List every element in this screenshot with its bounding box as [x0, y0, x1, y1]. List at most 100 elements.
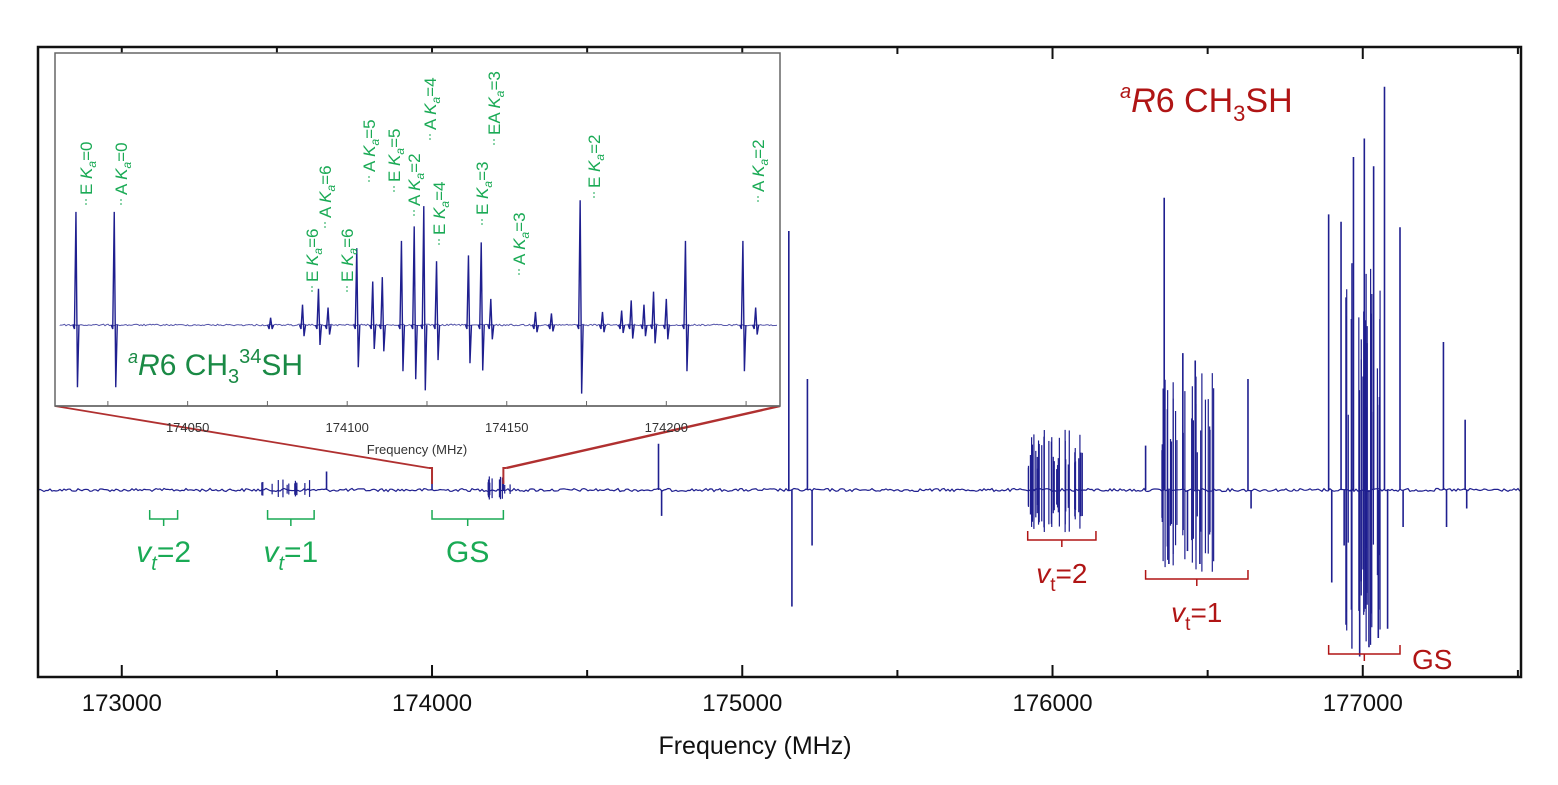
main-axes: 173000 174000 175000 176000 177000: [36, 45, 1523, 717]
zoom-mark-right: [502, 467, 507, 484]
transition-k-value: =0: [112, 142, 131, 161]
group-label-sub: t: [1185, 614, 1191, 635]
inset-tick-label: 174200: [645, 420, 688, 435]
inset-line: [353, 248, 361, 368]
transition-k-value: =3: [473, 162, 492, 181]
transition-k-sub: a: [757, 159, 771, 166]
chart-title: aR6 CH3SH: [1120, 81, 1293, 126]
inset-line: [298, 304, 307, 337]
group-label-tail: =2: [157, 536, 191, 569]
inset-line: [397, 240, 406, 372]
inset-spectrum: [59, 200, 778, 394]
transition-k-sub: a: [324, 185, 338, 192]
group-label-sub: t: [151, 553, 158, 575]
inset-title-sub: 3: [228, 366, 239, 388]
transition-k-value: =3: [485, 71, 504, 90]
transition-k-value: =0: [77, 142, 96, 161]
inset-line: [110, 211, 118, 388]
inset-line: [598, 311, 607, 333]
transition-k: K: [510, 238, 529, 250]
transition-label: E Ka=0: [77, 142, 99, 195]
transition-symmetry: E: [430, 219, 449, 235]
transition-label: A Ka=2: [749, 139, 771, 192]
transition-label: E Ka=4: [430, 182, 452, 235]
inset-line: [752, 307, 760, 335]
zoom-link-right: [506, 404, 781, 470]
transition-k: K: [405, 179, 424, 191]
transition-k: K: [303, 254, 322, 266]
x-tick-label: 177000: [1323, 690, 1403, 717]
transition-label: E Ka=6: [338, 229, 360, 282]
transition-k-sub: a: [393, 148, 407, 155]
chart-title-sub: 3: [1233, 101, 1245, 126]
inset-line: [369, 281, 377, 349]
transition-k: K: [585, 160, 604, 172]
transition-k: K: [316, 191, 335, 203]
group-label-base: v: [1171, 597, 1187, 628]
inset-line: [531, 311, 540, 333]
transition-label: A Ka=4: [421, 77, 443, 130]
chart-title-prefix: a: [1120, 81, 1131, 103]
main-spectrum: [37, 86, 1521, 657]
transition-k: K: [421, 103, 440, 115]
group-label: vt=1: [1171, 597, 1222, 635]
inset-line: [324, 307, 332, 335]
inset-tick-label: 174150: [485, 420, 528, 435]
inset-line: [410, 226, 418, 380]
transition-k: K: [485, 97, 504, 109]
transition-symmetry: E: [338, 266, 357, 282]
group-label-base: v: [1036, 558, 1052, 589]
transition-symmetry: A: [421, 115, 440, 130]
inset-line: [627, 300, 635, 339]
transition-symmetry: A: [405, 191, 424, 206]
transition-k: K: [430, 207, 449, 219]
inset-title-tail: SH: [261, 349, 303, 382]
transition-label: E Ka=6: [303, 229, 325, 282]
transition-k-value: =6: [316, 165, 335, 184]
transition-k-value: =2: [405, 153, 424, 172]
inset-line: [662, 298, 671, 340]
group-label-tail: =1: [284, 536, 318, 569]
group-bracket: [1327, 645, 1401, 661]
transition-k: K: [749, 165, 768, 177]
group-label-base: v: [136, 536, 153, 569]
inset-panel: E Ka=0A Ka=0E Ka=6A Ka=6E Ka=6A Ka=5E Ka…: [54, 52, 781, 457]
group-label-tail: =2: [1056, 558, 1088, 589]
transition-k-value: =4: [430, 182, 449, 201]
inset-line: [739, 240, 747, 372]
inset-title-main: 6 CH: [160, 349, 228, 382]
transition-label: A Ka=0: [112, 142, 134, 195]
transition-label: A Ka=2: [405, 153, 427, 206]
inset-line: [477, 242, 485, 371]
transition-label: A Ka=6: [316, 165, 338, 218]
transition-symmetry: A: [316, 203, 335, 218]
inset-zoom-links: [54, 404, 781, 484]
transition-k-sub: a: [438, 201, 452, 208]
group-label: vt=2: [136, 536, 191, 575]
group-label-sub: t: [278, 553, 285, 575]
inset-line: [640, 304, 648, 337]
inset-line: [487, 298, 495, 340]
transition-k-sub: a: [368, 139, 382, 146]
transition-k-sub: a: [429, 97, 443, 104]
chart-title-tail: SH: [1245, 82, 1292, 120]
transition-symmetry: A: [360, 157, 379, 172]
inset-line: [432, 261, 441, 361]
transition-k-sub: a: [493, 90, 507, 97]
transition-label: E Ka=5: [385, 129, 407, 182]
inset-title-prefix: a: [128, 347, 138, 367]
transition-label: E Ka=2: [585, 135, 607, 188]
inset-frame: [54, 52, 781, 407]
transition-k: K: [338, 254, 357, 266]
transition-k-sub: a: [481, 181, 495, 188]
inset-line: [649, 291, 658, 344]
transition-k-value: =5: [385, 129, 404, 148]
group-bracket: [1144, 570, 1249, 586]
transition-symmetry: E: [585, 172, 604, 188]
transition-k: K: [473, 187, 492, 199]
transition-k-value: =2: [749, 139, 768, 158]
transition-symmetry: E: [385, 166, 404, 182]
transition-k: K: [77, 167, 96, 179]
x-tick-label: 174000: [392, 690, 472, 717]
